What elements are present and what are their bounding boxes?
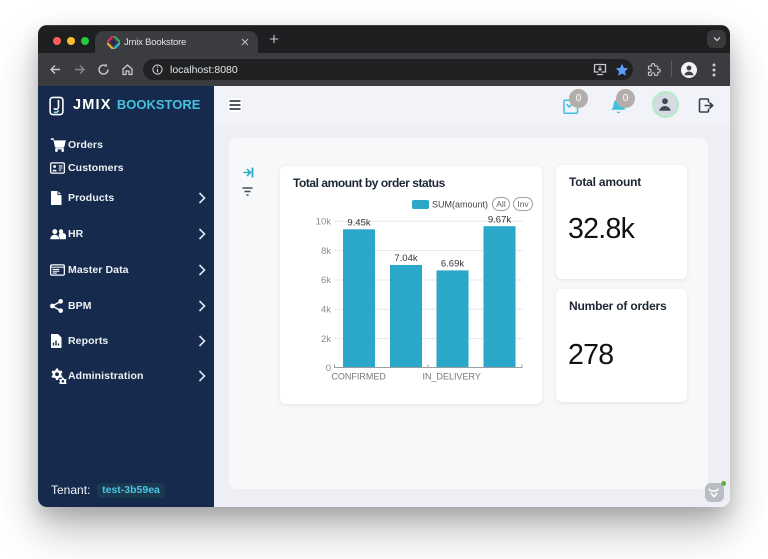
svg-text:9.45k: 9.45k [347,218,370,229]
svg-text:IN_DELIVERY: IN_DELIVERY [423,372,481,382]
svg-text:6k: 6k [321,275,331,286]
svg-text:Inv: Inv [517,199,529,209]
svg-text:0: 0 [326,363,331,374]
svg-text:9.67k: 9.67k [488,215,511,226]
svg-text:SUM(amount): SUM(amount) [432,200,488,210]
svg-text:All: All [496,199,506,209]
svg-text:7.04k: 7.04k [394,253,417,264]
svg-text:8k: 8k [321,246,331,257]
svg-text:10k: 10k [316,217,332,228]
svg-text:6.69k: 6.69k [441,259,464,270]
svg-text:2k: 2k [321,334,331,345]
svg-text:CONFIRMED: CONFIRMED [331,372,386,382]
svg-text:4k: 4k [321,305,331,316]
